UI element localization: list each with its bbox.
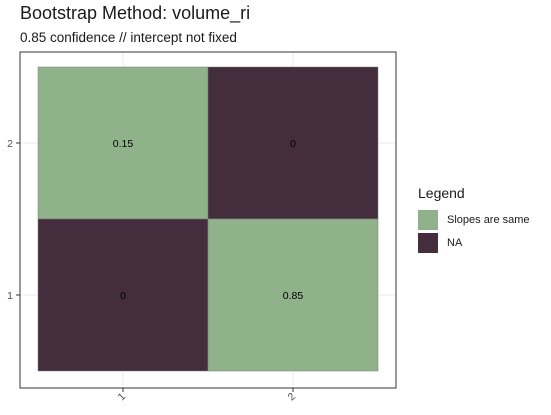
x-tick-label-2: 2	[286, 391, 299, 404]
panel-border	[19, 51, 397, 389]
legend-swatch-slopes-same	[418, 210, 438, 230]
cell-label-2-1: 0.85	[283, 290, 304, 302]
y-tick-label-2: 2	[7, 138, 13, 150]
heatmap-cell-2-1	[207, 218, 379, 372]
legend-entry-slopes-same: Slopes are same	[418, 209, 530, 231]
legend-title: Legend	[418, 185, 465, 201]
legend-entry-na: NA	[418, 232, 462, 254]
x-tick-label-1: 1	[116, 391, 129, 404]
legend-label-na: NA	[447, 237, 463, 249]
y-tick-label-1: 1	[7, 290, 13, 302]
heatmap-cell-1-1	[37, 218, 209, 372]
cell-label-1-1: 0	[120, 290, 126, 302]
chart-title: Bootstrap Method: volume_ri	[20, 3, 251, 23]
cell-label-1-2: 0.15	[113, 138, 134, 150]
heatmap-cell-2-2	[207, 66, 379, 220]
legend-swatch-na	[418, 233, 438, 253]
legend-label-slopes-same: Slopes are same	[447, 214, 530, 226]
heatmap-cell-1-2	[37, 66, 209, 220]
cell-label-2-2: 0	[290, 138, 296, 150]
chart-subtitle: 0.85 confidence // intercept not fixed	[20, 30, 237, 45]
